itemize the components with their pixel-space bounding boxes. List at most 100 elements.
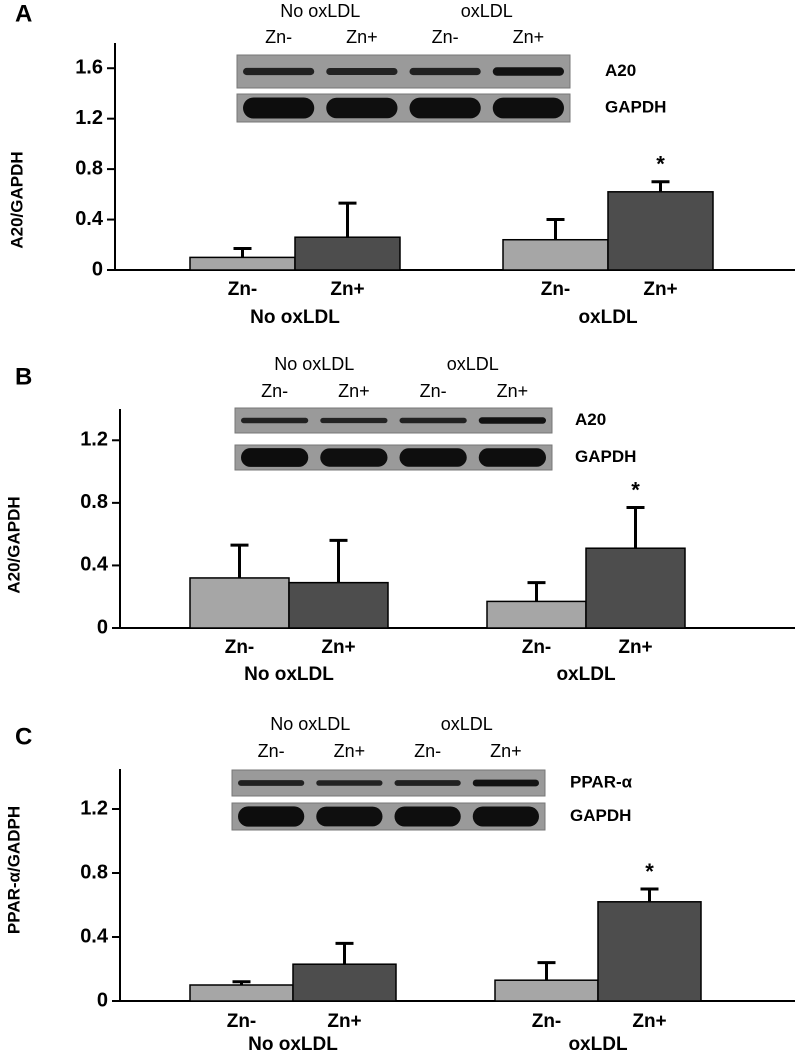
y-axis-label: A20/GAPDH bbox=[4, 496, 23, 593]
blot-band bbox=[238, 780, 305, 786]
blot-band bbox=[492, 97, 564, 119]
blot-band bbox=[394, 806, 461, 827]
blot-band bbox=[399, 448, 467, 467]
y-axis-label: PPAR-α/GADPH bbox=[4, 806, 23, 934]
blot-band bbox=[409, 67, 481, 76]
blot-band bbox=[472, 779, 539, 787]
x-tick-label: Zn- bbox=[541, 279, 571, 300]
bar bbox=[189, 577, 290, 629]
bar bbox=[288, 581, 389, 629]
group-label: oxLDL bbox=[568, 1034, 628, 1055]
blot-lane-label: Zn+ bbox=[513, 27, 545, 47]
bar bbox=[494, 979, 599, 1002]
panel-label: C bbox=[15, 723, 32, 750]
y-tick-label: 1.2 bbox=[80, 797, 108, 819]
significance-mark: * bbox=[656, 152, 665, 177]
panel-label: B bbox=[15, 363, 32, 390]
blot-band bbox=[478, 448, 546, 467]
blot-band bbox=[492, 67, 564, 76]
y-tick-label: 0 bbox=[97, 989, 108, 1011]
blot-group-label: No oxLDL bbox=[280, 1, 360, 21]
x-tick-label: Zn+ bbox=[618, 637, 652, 658]
blot-lane-label: Zn- bbox=[261, 381, 288, 401]
group-label: No oxLDL bbox=[248, 1034, 338, 1055]
y-tick-label: 0 bbox=[92, 258, 103, 280]
bar bbox=[607, 191, 714, 271]
bar bbox=[486, 600, 587, 629]
blot-lane-label: Zn+ bbox=[338, 381, 370, 401]
blot-band bbox=[320, 448, 388, 467]
x-tick-label: Zn- bbox=[522, 637, 552, 658]
blot-band bbox=[320, 417, 388, 424]
blot-lane-label: Zn- bbox=[265, 27, 292, 47]
y-tick-label: 1.2 bbox=[75, 107, 103, 129]
blot-lane-label: Zn+ bbox=[497, 381, 529, 401]
blot-band bbox=[241, 448, 309, 467]
bar bbox=[585, 547, 686, 629]
y-tick-label: 0.4 bbox=[80, 925, 109, 947]
x-tick-label: Zn- bbox=[227, 1011, 257, 1032]
y-tick-label: 0.8 bbox=[80, 491, 108, 513]
y-tick-label: 0.4 bbox=[75, 208, 104, 230]
x-tick-label: Zn+ bbox=[321, 637, 355, 658]
x-tick-label: Zn+ bbox=[643, 279, 677, 300]
blot-group-label: No oxLDL bbox=[274, 354, 354, 374]
bar bbox=[597, 901, 702, 1002]
blot-band bbox=[472, 806, 539, 827]
blot-band bbox=[478, 417, 546, 424]
blot-band bbox=[316, 780, 383, 786]
blot-band-label: PPAR-α bbox=[570, 772, 633, 791]
significance-mark: * bbox=[631, 477, 640, 502]
bar bbox=[294, 236, 401, 271]
y-tick-label: 1.2 bbox=[80, 429, 108, 451]
blot-lane-label: Zn+ bbox=[334, 741, 366, 761]
blot-band bbox=[243, 97, 315, 119]
blot-band bbox=[326, 97, 398, 119]
y-tick-label: 0 bbox=[97, 616, 108, 638]
blot-band bbox=[241, 417, 309, 424]
blot-band-label: GAPDH bbox=[570, 806, 631, 825]
y-tick-label: 0.8 bbox=[80, 861, 108, 883]
x-tick-label: Zn- bbox=[228, 279, 258, 300]
blot-band bbox=[243, 67, 315, 76]
blot-band bbox=[316, 806, 383, 827]
blot-band bbox=[394, 780, 461, 786]
blot-lane-label: Zn- bbox=[432, 27, 459, 47]
x-tick-label: Zn- bbox=[532, 1011, 562, 1032]
blot-lane-label: Zn+ bbox=[346, 27, 378, 47]
blot-band-label: GAPDH bbox=[605, 97, 666, 116]
y-tick-label: 0.4 bbox=[80, 554, 109, 576]
blot-group-label: No oxLDL bbox=[270, 714, 350, 734]
bar bbox=[189, 256, 296, 271]
bar bbox=[189, 984, 294, 1002]
x-tick-label: Zn+ bbox=[632, 1011, 666, 1032]
x-tick-label: Zn+ bbox=[330, 279, 364, 300]
blot-band bbox=[409, 97, 481, 119]
y-tick-label: 1.6 bbox=[75, 57, 103, 79]
panel-label: A bbox=[15, 0, 32, 27]
blot-group-label: oxLDL bbox=[447, 354, 499, 374]
group-label: No oxLDL bbox=[244, 664, 334, 685]
blot-band-label: A20 bbox=[575, 410, 606, 429]
bar bbox=[292, 963, 397, 1002]
blot-group-label: oxLDL bbox=[441, 714, 493, 734]
blot-band-label: A20 bbox=[605, 61, 636, 80]
blot-lane-label: Zn- bbox=[420, 381, 447, 401]
blot-band bbox=[238, 806, 305, 827]
group-label: oxLDL bbox=[578, 307, 638, 328]
x-tick-label: Zn- bbox=[225, 637, 255, 658]
blot-band bbox=[399, 417, 467, 424]
y-axis-label: A20/GAPDH bbox=[7, 151, 26, 248]
significance-mark: * bbox=[645, 859, 654, 884]
blot-band-label: GAPDH bbox=[575, 447, 636, 466]
group-label: No oxLDL bbox=[250, 307, 340, 328]
blot-lane-label: Zn- bbox=[414, 741, 441, 761]
blot-band bbox=[326, 67, 398, 76]
bar bbox=[502, 238, 609, 271]
blot-group-label: oxLDL bbox=[461, 1, 513, 21]
y-tick-label: 0.8 bbox=[75, 157, 103, 179]
group-label: oxLDL bbox=[556, 664, 616, 685]
x-tick-label: Zn+ bbox=[327, 1011, 361, 1032]
blot-lane-label: Zn+ bbox=[490, 741, 522, 761]
